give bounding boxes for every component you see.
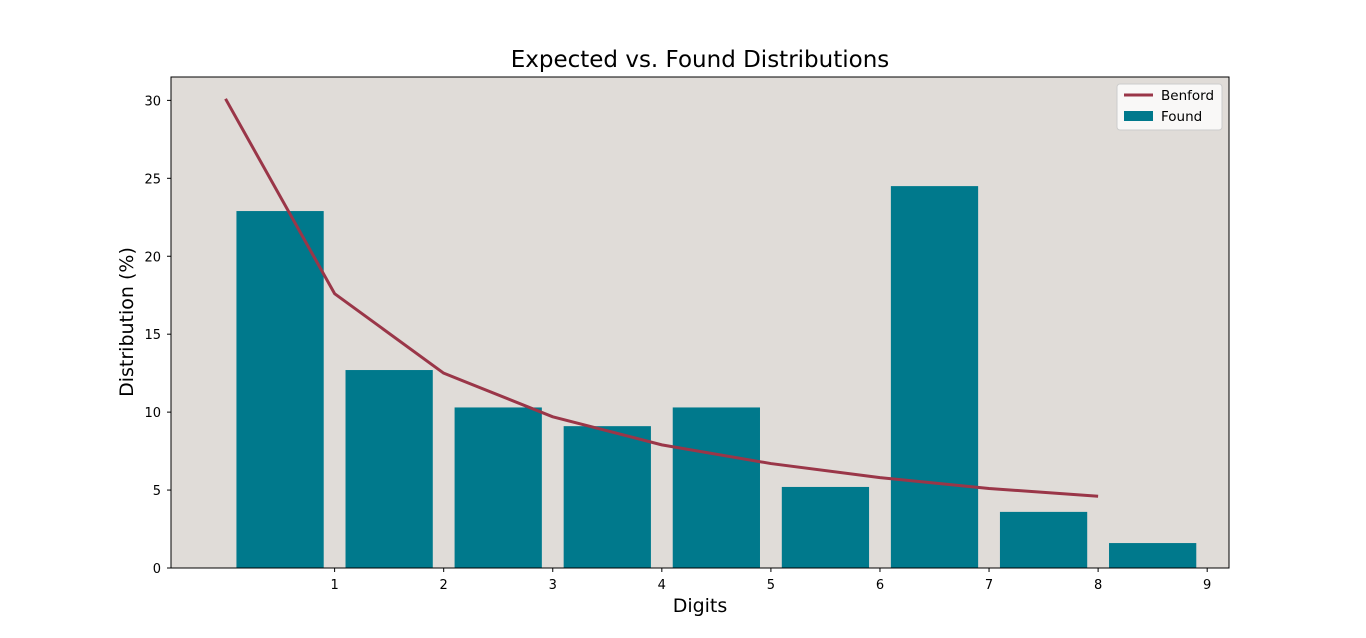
bar-found-digit-3 xyxy=(454,407,542,568)
chart-title: Expected vs. Found Distributions xyxy=(511,47,890,73)
legend-found-label: Found xyxy=(1161,109,1202,125)
y-tick-label: 30 xyxy=(144,94,161,109)
x-tick-label: 6 xyxy=(876,578,884,593)
x-tick-label: 7 xyxy=(985,578,993,593)
benford-line-group xyxy=(224,98,1099,498)
x-tick-label: 1 xyxy=(330,578,338,593)
bar-found-digit-5 xyxy=(672,407,760,568)
bar-found-digit-1 xyxy=(236,211,324,569)
legend-benford-label: Benford xyxy=(1161,88,1214,104)
legend: Benford Found xyxy=(1116,83,1223,131)
x-axis: 1 2 3 4 5 6 7 8 9 xyxy=(330,568,1211,593)
x-tick-label: 3 xyxy=(549,578,557,593)
y-tick-label: 20 xyxy=(144,250,161,265)
bar-found-digit-7 xyxy=(890,186,979,568)
bars-group xyxy=(236,186,1197,569)
x-tick-label: 2 xyxy=(440,578,448,593)
plot-frame xyxy=(170,76,1230,569)
y-tick-label: 15 xyxy=(144,328,161,343)
legend-found-swatch xyxy=(1124,111,1153,121)
y-axis: 0 5 10 15 20 25 30 xyxy=(144,94,171,577)
bar-found-digit-9 xyxy=(1109,543,1197,568)
bar-found-digit-4 xyxy=(563,426,651,568)
y-tick-label: 5 xyxy=(153,484,161,499)
x-tick-label: 8 xyxy=(1094,578,1102,593)
y-tick-label: 0 xyxy=(153,562,161,577)
benford-line xyxy=(224,98,1099,498)
y-axis-title: Distribution (%) xyxy=(116,247,138,397)
x-tick-label: 5 xyxy=(767,578,775,593)
y-tick-label: 10 xyxy=(144,406,161,421)
bar-found-digit-6 xyxy=(781,486,870,568)
bar-found-digit-8 xyxy=(999,511,1088,568)
y-tick-label: 25 xyxy=(144,172,161,187)
bar-found-digit-2 xyxy=(345,370,433,568)
x-tick-label: 9 xyxy=(1203,578,1211,593)
x-axis-title: Digits xyxy=(673,595,728,617)
x-tick-label: 4 xyxy=(658,578,666,593)
